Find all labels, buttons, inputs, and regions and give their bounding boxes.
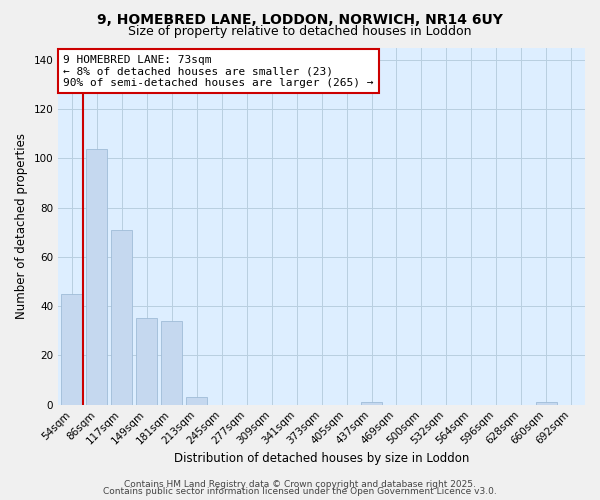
Bar — [361, 402, 382, 404]
X-axis label: Distribution of detached houses by size in Loddon: Distribution of detached houses by size … — [174, 452, 469, 465]
Text: 9, HOMEBRED LANE, LODDON, NORWICH, NR14 6UY: 9, HOMEBRED LANE, LODDON, NORWICH, NR14 … — [97, 12, 503, 26]
Bar — [536, 402, 557, 404]
Text: 9 HOMEBRED LANE: 73sqm
← 8% of detached houses are smaller (23)
90% of semi-deta: 9 HOMEBRED LANE: 73sqm ← 8% of detached … — [64, 54, 374, 88]
Text: Contains public sector information licensed under the Open Government Licence v3: Contains public sector information licen… — [103, 487, 497, 496]
Bar — [61, 294, 83, 405]
Bar — [186, 398, 208, 404]
Y-axis label: Number of detached properties: Number of detached properties — [15, 133, 28, 319]
Bar — [111, 230, 133, 404]
Text: Size of property relative to detached houses in Loddon: Size of property relative to detached ho… — [128, 25, 472, 38]
Text: Contains HM Land Registry data © Crown copyright and database right 2025.: Contains HM Land Registry data © Crown c… — [124, 480, 476, 489]
Bar — [86, 148, 107, 404]
Bar — [136, 318, 157, 404]
Bar — [161, 321, 182, 404]
